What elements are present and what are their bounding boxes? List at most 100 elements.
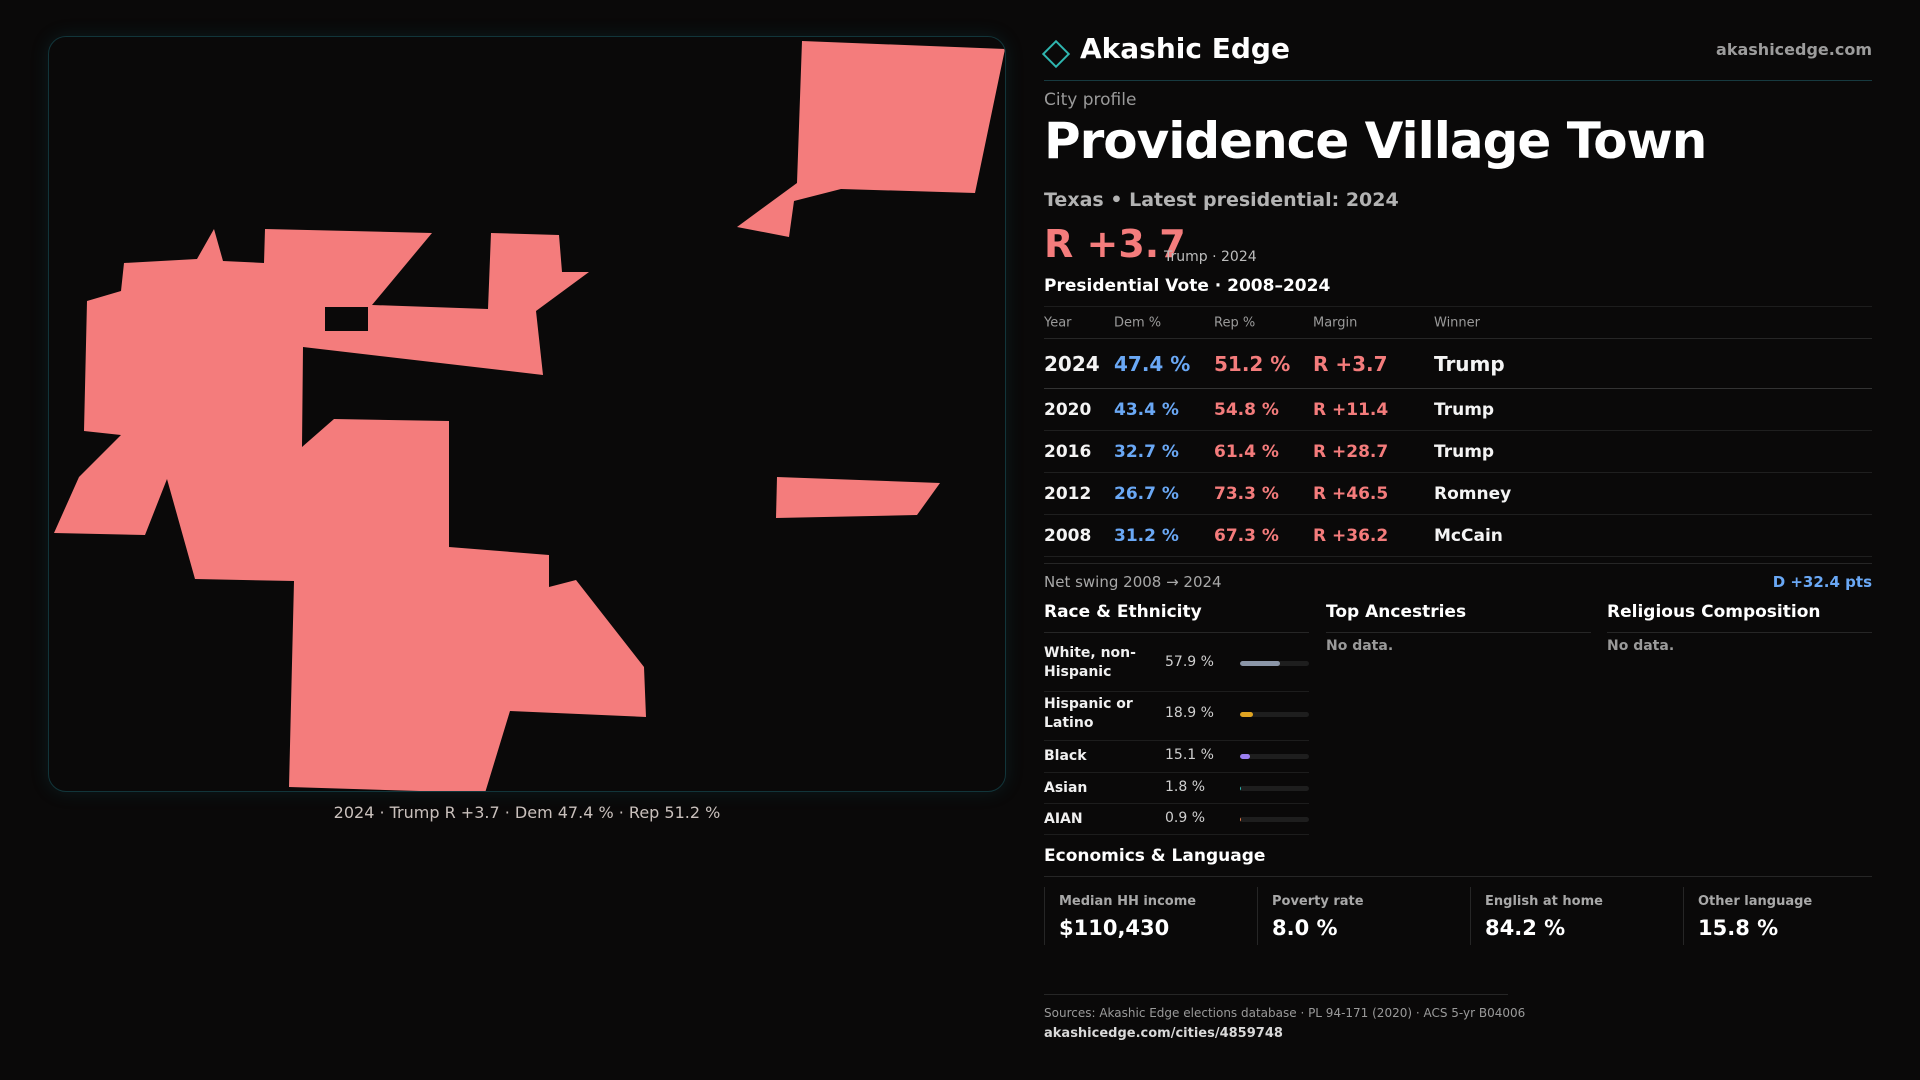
economics-header: Economics & Language <box>1044 846 1872 877</box>
cell-winner: Trump <box>1434 441 1495 462</box>
cell-dem: 31.2 % <box>1114 525 1179 546</box>
net-swing-label: Net swing 2008 → 2024 <box>1044 573 1222 591</box>
table-header: Year Dem % Rep % Margin Winner <box>1044 307 1872 339</box>
cell-winner: McCain <box>1434 525 1503 546</box>
boundary-polygons <box>54 41 1005 791</box>
econ-stat-value: 84.2 % <box>1485 916 1566 940</box>
header-year: Year <box>1044 315 1072 330</box>
cell-year: 2012 <box>1044 483 1092 504</box>
city-boundary-map[interactable] <box>48 36 1006 792</box>
race-value: 18.9 % <box>1165 705 1214 721</box>
religion-section-title: Religious Composition <box>1607 602 1872 633</box>
race-label: AIAN <box>1044 811 1083 827</box>
cell-margin: R +46.5 <box>1313 483 1389 504</box>
race-label: Hispanic or Latino <box>1044 696 1133 731</box>
cell-dem: 47.4 % <box>1114 351 1191 376</box>
cell-rep: 54.8 % <box>1214 399 1279 420</box>
race-label: White, non-Hispanic <box>1044 645 1136 680</box>
race-row: Asian 1.8 % <box>1044 773 1309 804</box>
table-row: 2016 32.7 % 61.4 % R +28.7 Trump <box>1044 431 1872 473</box>
econ-stat-value: 8.0 % <box>1272 916 1338 940</box>
headline-margin: R +3.7 <box>1044 222 1186 266</box>
cell-dem: 26.7 % <box>1114 483 1179 504</box>
economics-section-title: Economics & Language <box>1044 846 1266 866</box>
net-swing-value: D +32.4 pts <box>1772 573 1872 591</box>
footer-divider <box>1044 994 1508 995</box>
cell-dem: 43.4 % <box>1114 399 1179 420</box>
race-row: Hispanic or Latino 18.9 % <box>1044 692 1309 741</box>
race-bar-fill <box>1240 754 1251 759</box>
cell-dem: 32.7 % <box>1114 441 1179 462</box>
race-bar-fill <box>1240 661 1280 666</box>
boundary-polygon-northeast <box>737 41 1005 237</box>
race-bar <box>1240 786 1309 791</box>
map-caption: 2024 · Trump R +3.7 · Dem 47.4 % · Rep 5… <box>333 803 721 822</box>
boundary-shapes <box>54 41 1005 791</box>
table-row: 2020 43.4 % 54.8 % R +11.4 Trump <box>1044 389 1872 431</box>
cell-margin: R +3.7 <box>1313 351 1388 376</box>
race-value: 57.9 % <box>1165 654 1214 670</box>
brand-site-link[interactable]: akashicedge.com <box>1716 40 1872 59</box>
race-value: 0.9 % <box>1165 810 1206 826</box>
econ-stat: Poverty rate 8.0 % <box>1257 887 1448 945</box>
race-bar-fill <box>1240 712 1254 717</box>
page-title: Providence Village Town <box>1044 112 1707 170</box>
boundary-polygon-east-sliver <box>776 477 940 518</box>
cell-year: 2016 <box>1044 441 1092 462</box>
cell-rep: 73.3 % <box>1214 483 1279 504</box>
cell-winner: Romney <box>1434 483 1512 504</box>
econ-stat-label: Other language <box>1698 894 1813 909</box>
race-bar-fill <box>1240 786 1242 791</box>
econ-stat: Median HH income $110,430 <box>1044 887 1235 945</box>
race-row: AIAN 0.9 % <box>1044 804 1309 835</box>
table-row: 2008 31.2 % 67.3 % R +36.2 McCain <box>1044 515 1872 557</box>
race-bar <box>1240 712 1309 717</box>
header-rep: Rep % <box>1214 315 1256 330</box>
cell-year: 2024 <box>1044 351 1100 376</box>
race-section-title: Race & Ethnicity <box>1044 602 1309 633</box>
table-row: 2012 26.7 % 73.3 % R +46.5 Romney <box>1044 473 1872 515</box>
econ-stat-label: Median HH income <box>1059 894 1197 909</box>
cell-year: 2020 <box>1044 399 1092 420</box>
city-permalink[interactable]: akashicedge.com/cities/4859748 <box>1044 1026 1283 1041</box>
cell-rep: 61.4 % <box>1214 441 1279 462</box>
header-margin: Margin <box>1313 315 1358 330</box>
cell-winner: Trump <box>1434 399 1495 420</box>
race-value: 1.8 % <box>1165 779 1206 795</box>
ancestries-section-title: Top Ancestries <box>1326 602 1591 633</box>
ancestries-empty: No data. <box>1326 638 1394 654</box>
race-row: White, non-Hispanic 57.9 % <box>1044 640 1309 692</box>
cell-margin: R +28.7 <box>1313 441 1389 462</box>
table-row: 2024 47.4 % 51.2 % R +3.7 Trump <box>1044 339 1872 389</box>
religion-empty: No data. <box>1607 638 1675 654</box>
headline-margin-note: Trump · 2024 <box>1164 249 1257 265</box>
cell-rep: 67.3 % <box>1214 525 1279 546</box>
brand-header: Akashic Edge akashicedge.com <box>1041 30 1872 81</box>
brand-name: Akashic Edge <box>1080 32 1290 65</box>
sources-note: Sources: Akashic Edge elections database… <box>1044 1006 1526 1020</box>
boundary-hole <box>325 307 368 331</box>
vote-table-title: Presidential Vote · 2008–2024 <box>1044 276 1331 296</box>
race-bar-fill <box>1240 817 1242 822</box>
econ-stat: English at home 84.2 % <box>1470 887 1661 945</box>
race-bar <box>1240 817 1309 822</box>
cell-winner: Trump <box>1434 351 1505 376</box>
diamond-logo-icon <box>1041 39 1071 69</box>
race-value: 15.1 % <box>1165 747 1214 763</box>
header-winner: Winner <box>1434 315 1481 330</box>
race-bar <box>1240 661 1309 666</box>
econ-stat-value: 15.8 % <box>1698 916 1779 940</box>
econ-stat-label: English at home <box>1485 894 1603 909</box>
header-dem: Dem % <box>1114 315 1162 330</box>
cell-margin: R +36.2 <box>1313 525 1389 546</box>
cell-year: 2008 <box>1044 525 1092 546</box>
net-swing-row: Net swing 2008 → 2024 D +32.4 pts <box>1044 563 1872 594</box>
race-label: Asian <box>1044 780 1088 796</box>
cell-margin: R +11.4 <box>1313 399 1389 420</box>
econ-stat-label: Poverty rate <box>1272 894 1364 909</box>
page-eyebrow: City profile <box>1044 90 1137 110</box>
race-label: Black <box>1044 748 1087 764</box>
cell-rep: 51.2 % <box>1214 351 1291 376</box>
econ-stat: Other language 15.8 % <box>1683 887 1874 945</box>
page-subtitle: Texas • Latest presidential: 2024 <box>1044 189 1399 211</box>
